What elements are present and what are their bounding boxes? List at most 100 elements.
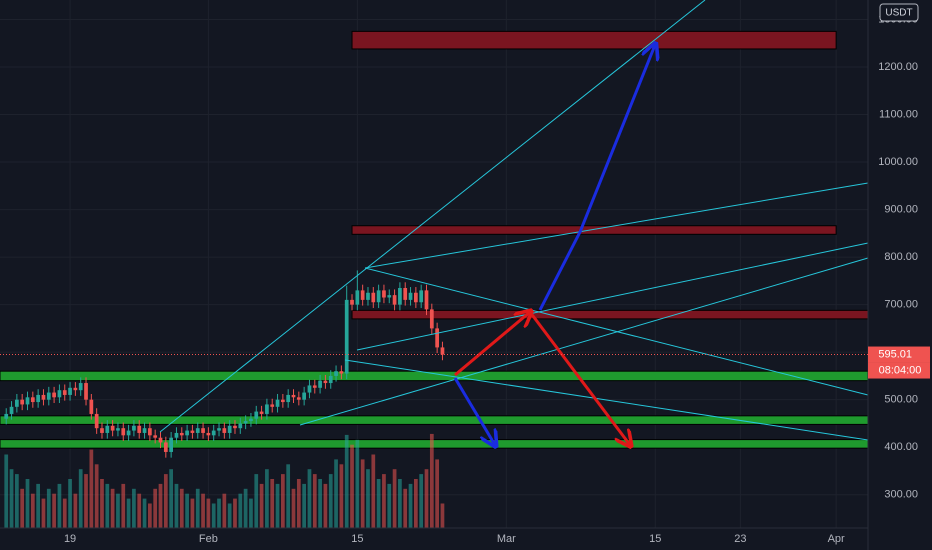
candle-body	[9, 406, 14, 414]
candle-body	[195, 428, 200, 433]
volume-bar	[371, 454, 376, 528]
candle-body	[84, 383, 88, 400]
volume-bar	[9, 469, 14, 528]
candle-body	[265, 404, 269, 414]
candle-body	[296, 397, 301, 400]
volume-bar	[265, 469, 269, 528]
candle-body	[153, 435, 158, 438]
candle-body	[360, 290, 365, 300]
arrow	[454, 312, 530, 377]
candle-body	[201, 428, 205, 433]
volume-bar	[249, 498, 253, 528]
volume-bar	[148, 503, 152, 528]
countdown-label: 08:04:00	[879, 364, 922, 376]
volume-bar	[350, 444, 354, 528]
zone	[351, 309, 869, 320]
volume-bar	[132, 488, 136, 528]
candle-body	[419, 290, 424, 303]
volume-bar	[46, 488, 51, 528]
y-tick-label: 400.00	[884, 441, 918, 453]
volume-bar	[30, 493, 35, 528]
volume-bar	[408, 483, 413, 528]
candle-body	[20, 399, 25, 405]
trend-line	[299, 257, 869, 426]
arrow	[453, 377, 495, 445]
volume-bar	[259, 483, 264, 528]
candle-body	[435, 328, 440, 348]
zone	[0, 439, 869, 449]
volume-bar	[233, 498, 237, 528]
volume-bar	[78, 469, 83, 528]
volume-bar	[435, 459, 440, 528]
volume-bar	[243, 488, 248, 528]
candle-body	[403, 288, 408, 300]
candle-body	[429, 309, 434, 329]
volume-bar	[185, 493, 189, 528]
volume-bar	[280, 474, 285, 528]
volumes	[4, 433, 445, 528]
volume-bar	[355, 439, 360, 528]
y-tick-label: 500.00	[884, 394, 918, 406]
volume-bar	[403, 488, 408, 528]
volume-bar	[126, 498, 131, 528]
candle-body	[46, 392, 51, 400]
candle-body	[78, 383, 83, 391]
volume-bar	[116, 493, 120, 528]
candle-body	[185, 430, 189, 436]
trend-line	[344, 359, 869, 441]
candle-body	[62, 390, 67, 395]
candle-body	[371, 292, 376, 303]
arrow	[528, 311, 630, 445]
drawings	[159, 0, 869, 445]
volume-bar	[387, 483, 392, 528]
volume-bar	[413, 479, 418, 528]
volume-bar	[206, 498, 211, 528]
candle-body	[280, 399, 285, 403]
candle-body	[217, 428, 221, 431]
candle-body	[382, 290, 386, 298]
zone	[351, 30, 837, 50]
candle-body	[121, 428, 126, 436]
candle-body	[148, 428, 152, 436]
candle-body	[408, 292, 413, 300]
volume-bar	[142, 498, 147, 528]
volume-bar	[328, 474, 333, 528]
candle-body	[110, 425, 115, 431]
candle-body	[440, 347, 445, 355]
candle-body	[132, 425, 136, 431]
volume-bar	[20, 488, 25, 528]
candle-body	[243, 421, 248, 424]
volume-bar	[360, 459, 365, 528]
volume-bar	[339, 464, 344, 528]
candle-body	[413, 292, 418, 303]
volume-bar	[382, 474, 386, 528]
volume-bar	[25, 479, 30, 528]
candle-body	[254, 411, 259, 419]
candle-body	[57, 390, 62, 398]
candle-body	[126, 430, 131, 436]
candle-body	[334, 371, 338, 376]
trend-line	[364, 182, 869, 269]
candle-body	[100, 428, 104, 433]
candle-body	[227, 425, 232, 433]
candle-body	[169, 437, 174, 452]
candle-body	[206, 432, 211, 436]
candles	[4, 270, 445, 458]
candle-body	[211, 430, 216, 436]
volume-bar	[68, 479, 72, 528]
last-price-box	[868, 346, 930, 363]
candle-body	[350, 299, 354, 305]
currency-label: USDT	[885, 8, 912, 19]
x-tick-label: 15	[649, 533, 661, 545]
volume-bar	[398, 479, 402, 528]
volume-bar	[179, 488, 184, 528]
x-tick-label: Feb	[199, 533, 218, 545]
candle-body	[94, 413, 99, 429]
candle-body	[190, 430, 195, 433]
candle-body	[291, 394, 296, 398]
candle-body	[4, 413, 9, 419]
last-price-label: 595.01	[878, 348, 912, 360]
candle-body	[355, 290, 360, 305]
